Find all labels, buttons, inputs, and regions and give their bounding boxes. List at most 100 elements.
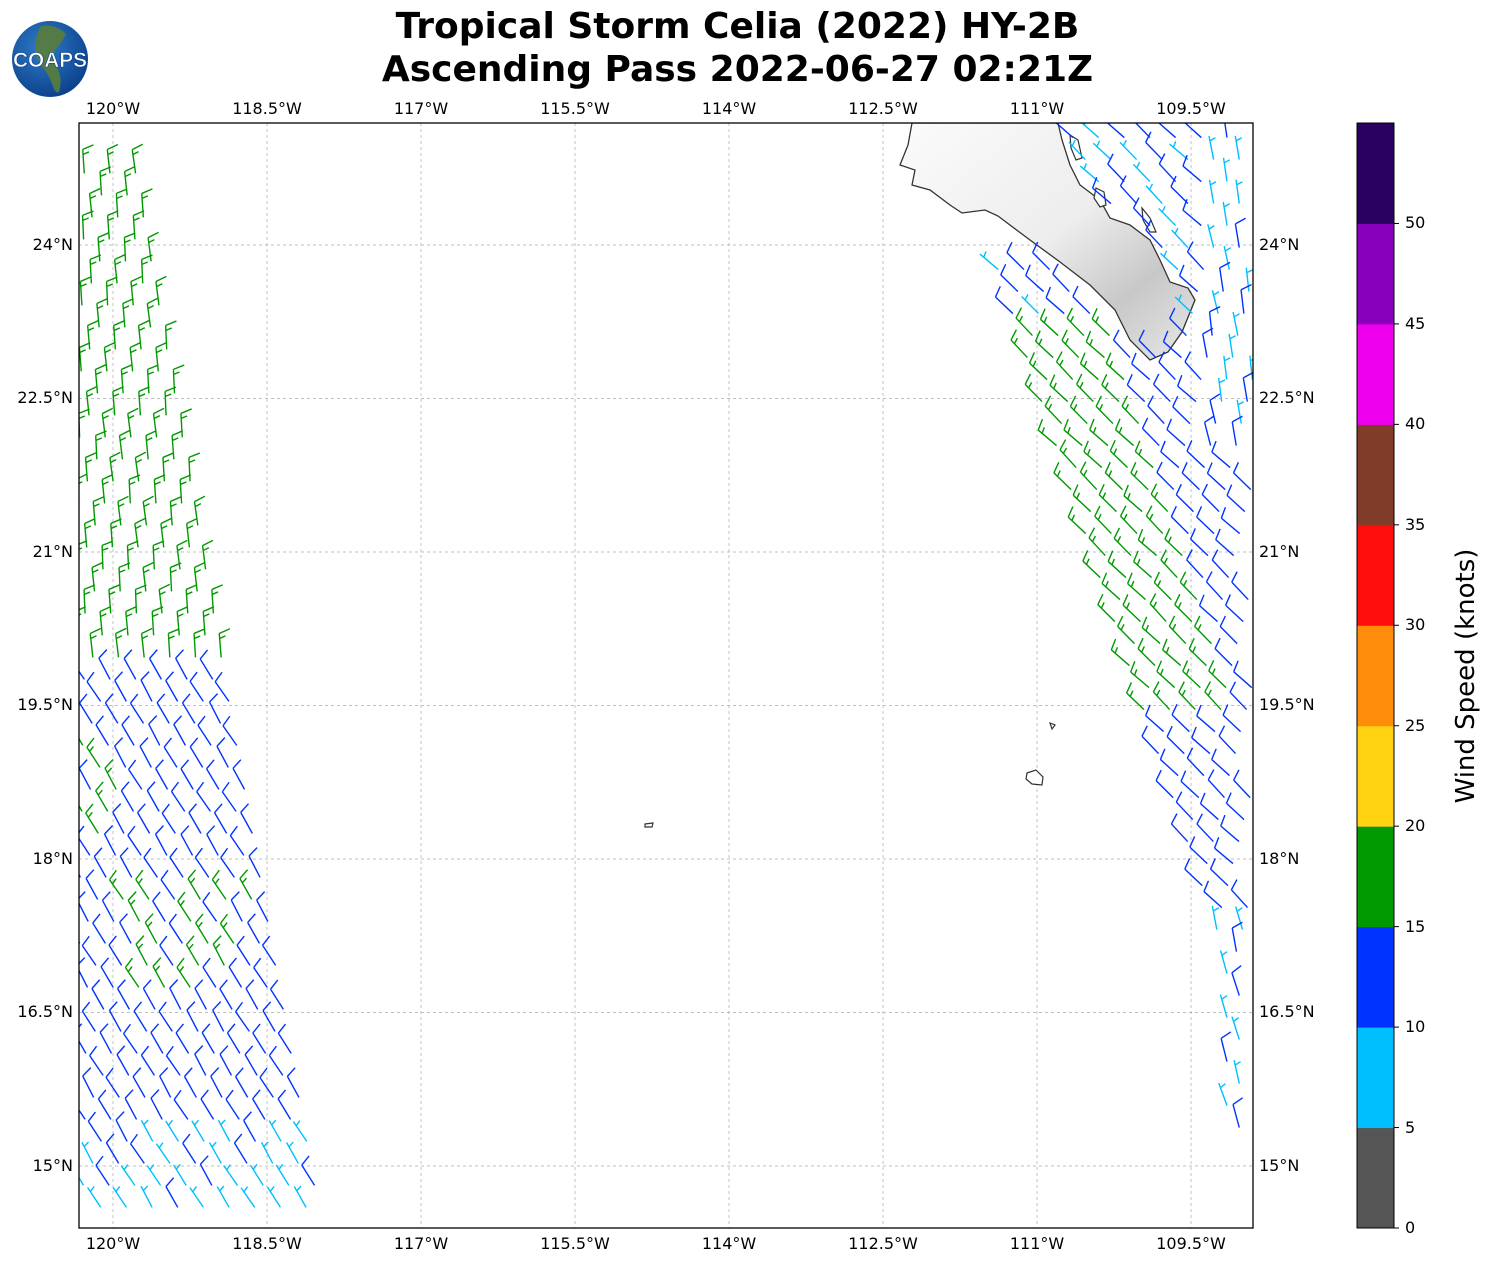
wind-barb: [1149, 593, 1167, 623]
wind-barb: [169, 562, 182, 592]
wind-barb: [188, 452, 200, 482]
wind-barb: [1233, 769, 1251, 799]
wind-barb: [1125, 682, 1145, 711]
wind-barb: [1015, 307, 1033, 337]
wind-barb: [1171, 227, 1189, 249]
wind-barb: [180, 408, 192, 438]
wind-barb: [114, 627, 127, 658]
wind-barb: [99, 606, 111, 636]
wind-barb: [1214, 637, 1233, 667]
wind-barb: [205, 759, 220, 790]
lat-tick-label-left: 19.5°N: [17, 695, 73, 715]
wind-barb: [248, 847, 261, 878]
wind-barb: [175, 649, 188, 680]
wind-barb: [1209, 393, 1221, 424]
wind-barb: [1205, 571, 1224, 601]
wind-barb: [1176, 374, 1197, 403]
wind-barb: [1169, 141, 1189, 161]
wind-barb: [240, 803, 253, 834]
wind-barb: [152, 957, 166, 988]
wind-barb: [1171, 703, 1190, 733]
wind-barb: [1122, 594, 1141, 623]
wind-barb: [118, 562, 131, 592]
island-clarion: [644, 822, 654, 828]
wind-barb: [1198, 594, 1218, 623]
wind-barb: [121, 715, 135, 746]
wind-barb: [1188, 637, 1207, 667]
wind-barb: [221, 781, 237, 812]
wind-barb: [94, 364, 107, 394]
wind-barb: [1145, 219, 1163, 249]
lon-tick-label-top: 111°W: [1009, 99, 1065, 118]
wind-barb: [1053, 462, 1072, 491]
lon-tick-label-top: 112.5°W: [848, 99, 918, 118]
wind-barb: [1196, 813, 1214, 843]
wind-barb: [252, 1089, 266, 1120]
colorbar-tick-label: 35: [1405, 514, 1426, 534]
wind-barb: [214, 671, 230, 702]
wind-barb: [1184, 123, 1202, 139]
wind-barb: [155, 759, 169, 790]
wind-barb: [161, 803, 176, 834]
wind-barb: [1196, 704, 1216, 733]
wind-barb: [994, 286, 1014, 315]
wind-barb: [89, 254, 102, 284]
wind-barb: [1186, 549, 1204, 579]
wind-barb: [1172, 395, 1191, 425]
wind-barb: [1079, 352, 1099, 381]
wind-barb: [1213, 837, 1234, 865]
wind-barb: [1049, 374, 1069, 403]
wind-barb: [1101, 572, 1121, 601]
wind-barb: [79, 759, 92, 790]
wind-barb: [179, 474, 192, 504]
wind-barb: [196, 781, 211, 812]
wind-barb: [85, 869, 99, 900]
wind-barb: [243, 1111, 257, 1142]
wind-barb: [1186, 241, 1205, 271]
wind-barb: [1082, 550, 1101, 579]
wind-barb: [108, 935, 123, 966]
wind-barb: [145, 430, 157, 460]
wind-barb: [133, 1001, 148, 1032]
wind-barb: [1021, 294, 1040, 315]
wind-barb: [228, 957, 243, 988]
logo-text: COAPS: [13, 49, 87, 72]
wind-barb: [239, 869, 253, 900]
wind-barb: [1170, 175, 1189, 205]
wind-barb: [1072, 484, 1092, 513]
wind-barb: [160, 869, 176, 900]
wind-barb: [1075, 373, 1094, 403]
wind-barb: [1152, 373, 1171, 403]
wind-barb: [1219, 615, 1238, 645]
wind-barb: [1211, 905, 1220, 930]
wind-barb: [154, 825, 168, 856]
wind-barb: [1130, 462, 1149, 491]
lon-tick-label-top: 120°W: [85, 99, 141, 118]
wind-barb: [81, 1141, 94, 1164]
lon-tick-label-bottom: 120°W: [85, 1234, 141, 1253]
wind-barb: [101, 407, 114, 438]
wind-barb: [162, 452, 174, 482]
lon-tick-label-bottom: 111°W: [1009, 1234, 1065, 1253]
wind-barb: [979, 251, 999, 271]
wind-barb: [1106, 123, 1125, 139]
wind-barb: [1107, 550, 1127, 579]
wind-barb: [155, 275, 167, 306]
wind-barb: [169, 979, 182, 1010]
wind-barb: [146, 297, 159, 328]
wind-barb: [165, 1119, 180, 1142]
wind-barb: [217, 1119, 231, 1142]
wind-barb: [185, 584, 198, 614]
wind-barb: [1119, 139, 1138, 161]
wind-barb: [212, 1001, 225, 1032]
wind-barb: [1175, 483, 1194, 513]
wind-barb: [129, 693, 145, 724]
wind-barb: [155, 341, 167, 372]
wind-barb: [82, 144, 94, 174]
lat-tick-label-left: 21°N: [32, 541, 73, 561]
wind-barb: [85, 803, 99, 834]
wind-barb: [182, 1133, 197, 1164]
wind-barb: [101, 473, 114, 504]
wind-barb: [1220, 506, 1241, 535]
wind-barb: [1131, 352, 1151, 381]
